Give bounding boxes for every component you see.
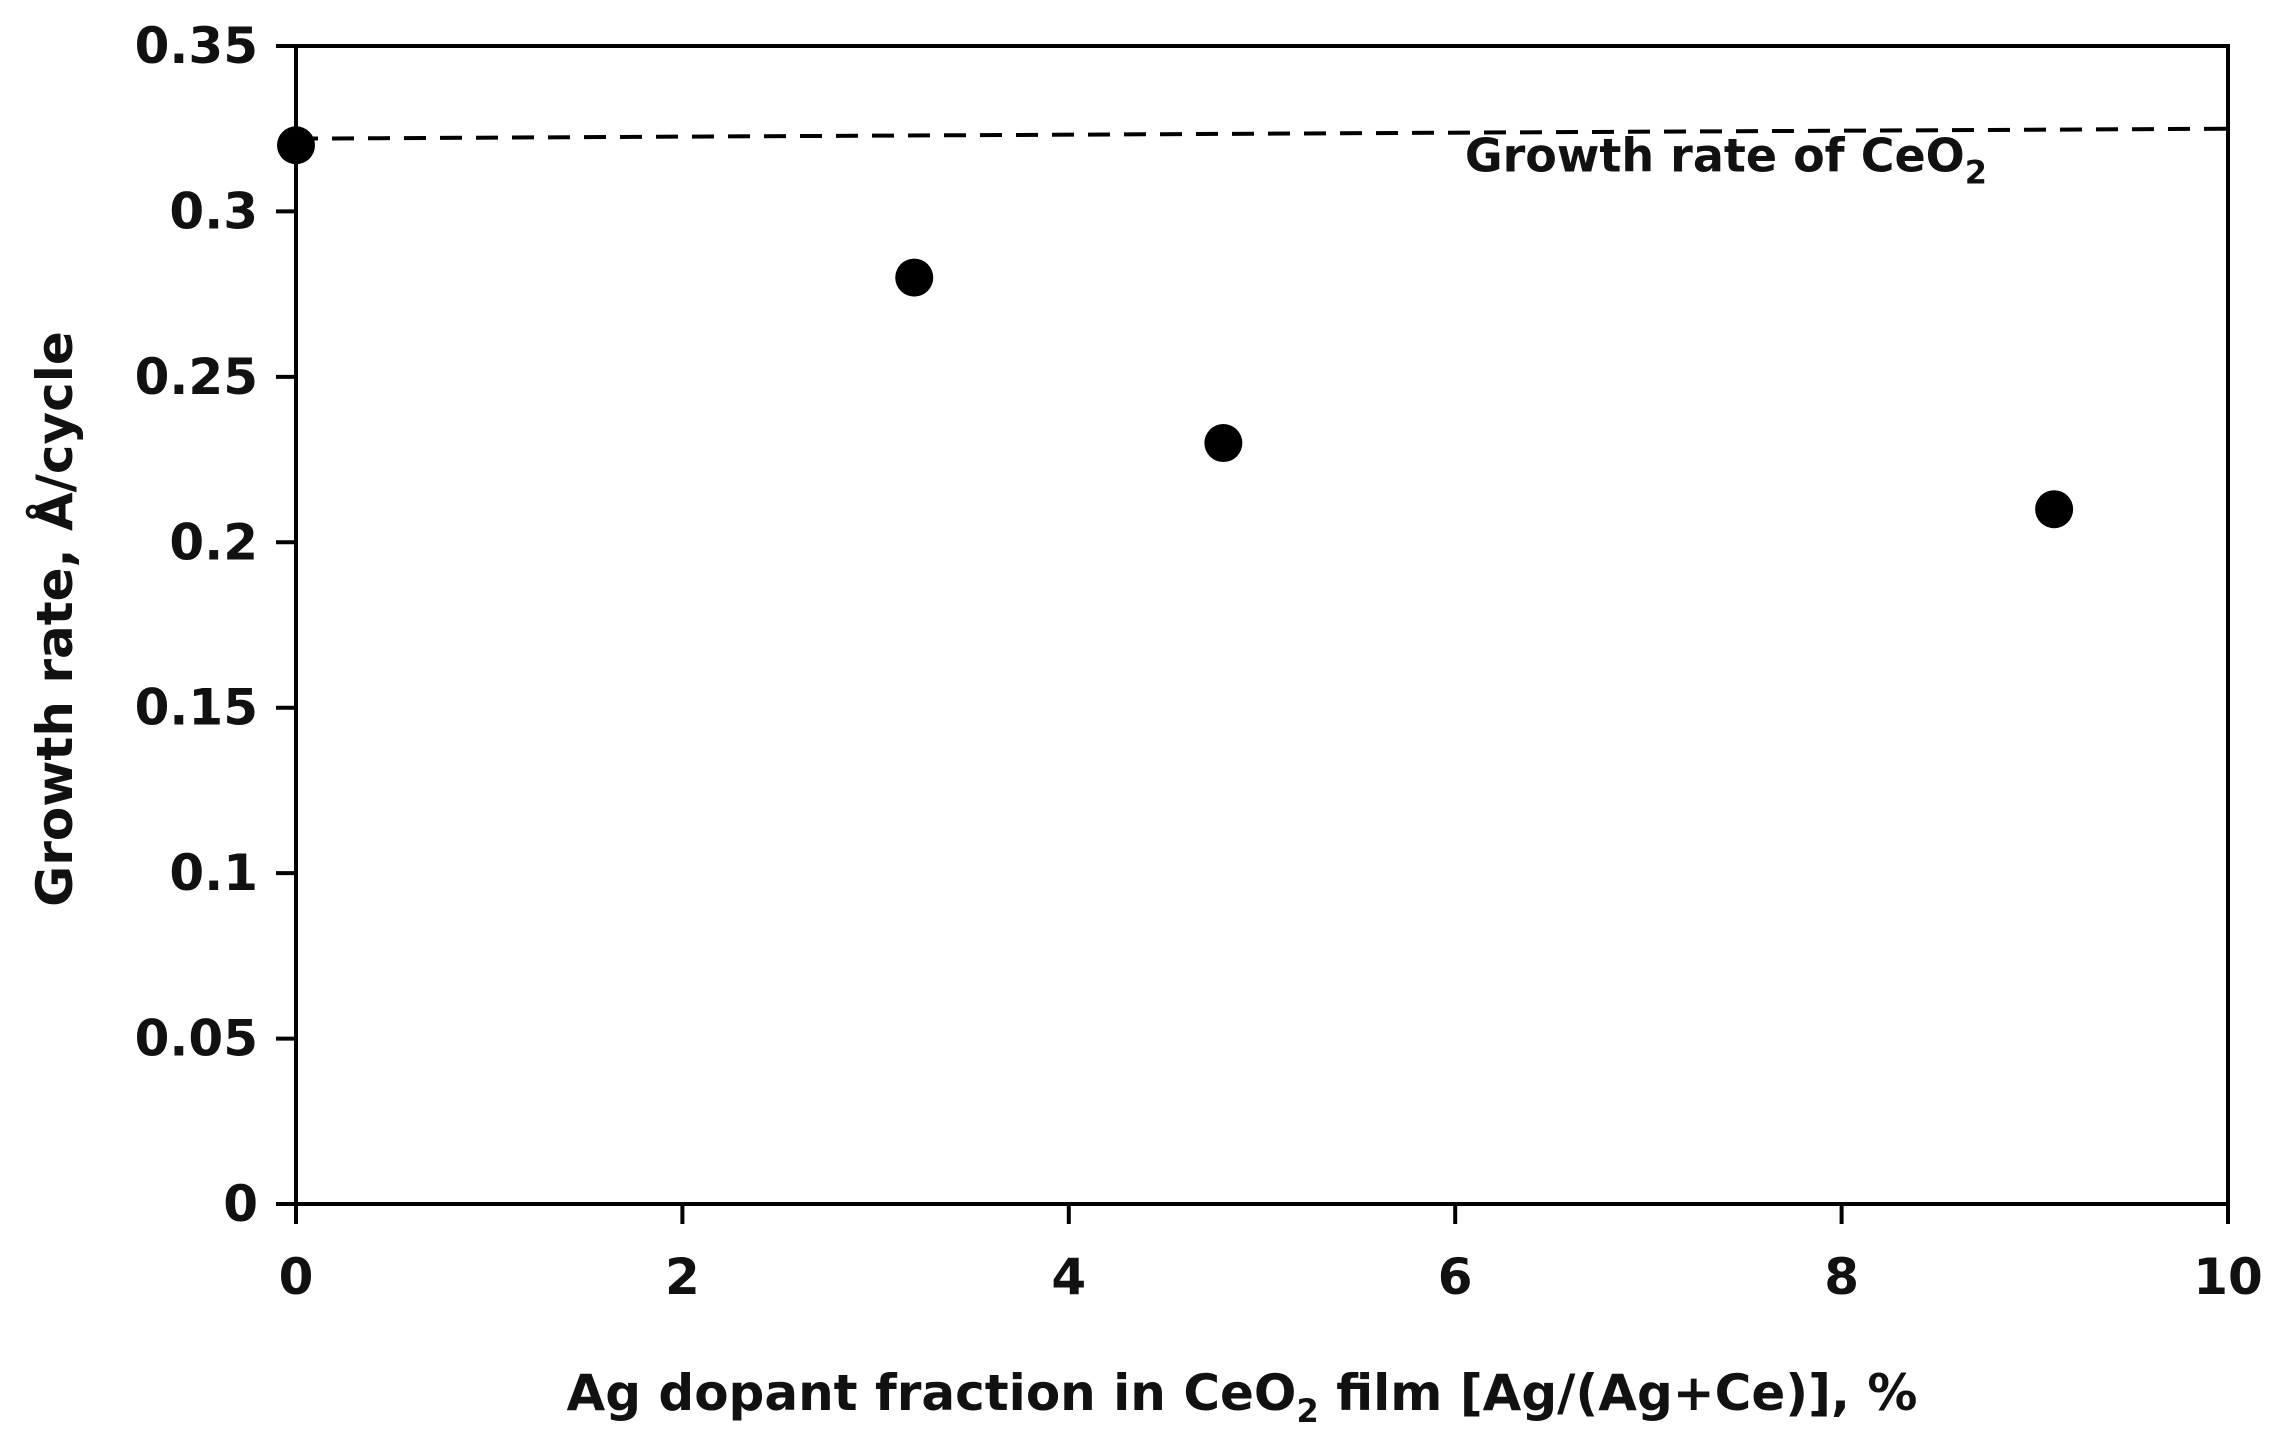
reference-label-subscript: 2	[1965, 154, 1987, 192]
reference-line-label: Growth rate of CeO2	[1465, 129, 1987, 192]
y-axis-title: Growth rate, Å/cycle	[25, 331, 84, 907]
y-tick-label: 0.25	[135, 348, 258, 406]
y-tick-label: 0	[223, 1175, 258, 1233]
y-tick-label: 0.3	[169, 182, 258, 240]
x-axis-title-part2: film [Ag/(Ag+Ce)], %	[1319, 1364, 1918, 1422]
y-tick-label: 0.15	[135, 679, 258, 737]
x-axis-ticks: 0 2 4 6 8 10	[279, 1204, 2263, 1306]
x-tick-label: 10	[2193, 1248, 2263, 1306]
x-tick-label: 0	[279, 1248, 314, 1306]
data-point	[2035, 490, 2074, 529]
plot-frame	[294, 44, 2230, 1206]
x-tick-label: 8	[1824, 1248, 1859, 1306]
x-axis-title: Ag dopant fraction in CeO2 film [Ag/(Ag+…	[567, 1364, 1918, 1430]
data-point	[895, 258, 934, 297]
x-tick-label: 4	[1051, 1248, 1086, 1306]
y-tick-label: 0.2	[169, 513, 258, 571]
x-tick-label: 2	[665, 1248, 700, 1306]
x-tick-label: 6	[1438, 1248, 1473, 1306]
y-axis-ticks: 0 0.05 0.1 0.15 0.2 0.25 0.3 0.35	[135, 17, 296, 1233]
data-point	[1204, 424, 1243, 463]
y-tick-label: 0.05	[135, 1010, 258, 1068]
data-points	[277, 126, 2074, 529]
y-tick-label: 0.35	[135, 17, 258, 75]
y-tick-label: 0.1	[169, 844, 258, 902]
data-point	[277, 126, 315, 165]
reference-label-text: Growth rate of CeO	[1465, 129, 1965, 183]
x-axis-title-part1: Ag dopant fraction in CeO	[567, 1364, 1297, 1422]
x-axis-title-subscript: 2	[1296, 1392, 1318, 1430]
